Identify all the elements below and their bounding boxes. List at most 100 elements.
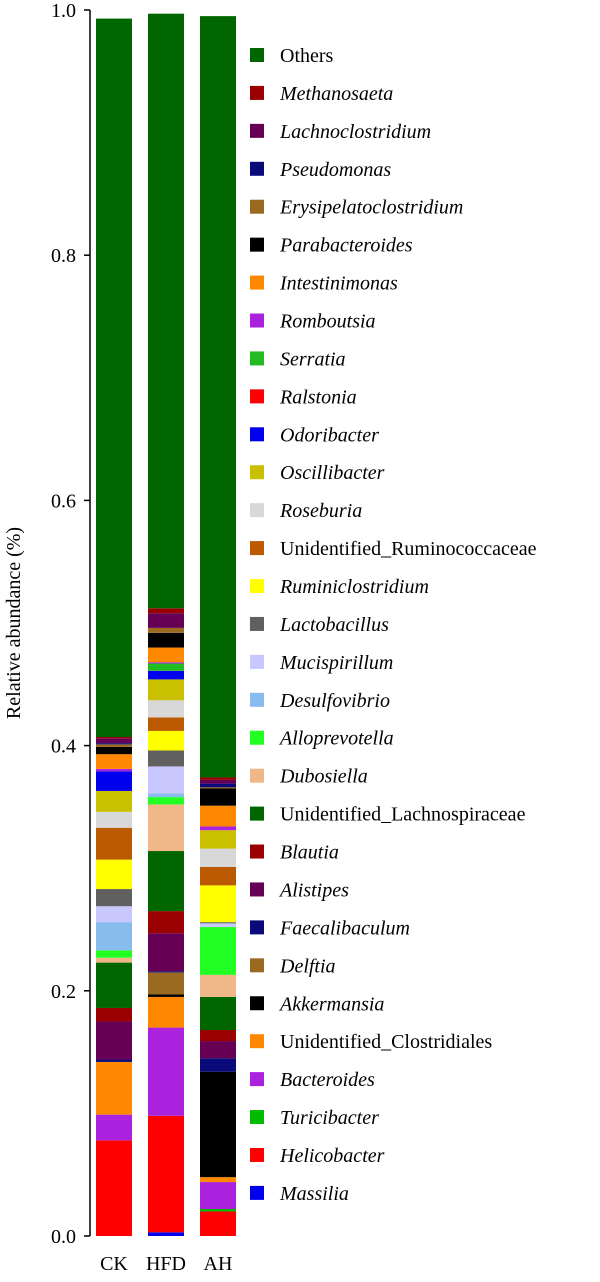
bar-segment-hfd-lactobacillus [148,750,184,767]
legend-swatch [250,427,264,442]
legend-swatch [250,503,264,518]
bar-segment-ck-intestinimonas [96,754,132,769]
legend-label: Ruminiclostridium [279,576,429,598]
bar-segment-ck-mucispirillum [96,906,132,923]
legend-item-ralstonia: Ralstonia [250,386,357,408]
bar-segment-ck-erysipelatoclostridium [96,744,132,747]
bar-segment-ah-ruminiclostridium [200,885,236,923]
legend-item-erysipelatoclostridium: Erysipelatoclostridium [250,197,463,219]
y-tick-label: 0.0 [51,1226,76,1248]
legend-swatch [250,48,264,62]
bar-segment-hfd-romboutsia [148,662,184,664]
legend-label: Unidentified_Ruminococcaceae [280,538,537,560]
bar-segment-hfd-serratia [148,663,184,671]
legend-item-delftia: Delftia [250,955,336,977]
bar-segment-ah-helicobacter [200,1211,236,1236]
legend-item-akkermansia: Akkermansia [250,993,384,1015]
bar-segment-ah-alistipes [200,1041,236,1059]
bar-segment-ah-intestinimonas [200,805,236,827]
bar-segment-ck-roseburia [96,811,132,828]
legend-swatch [250,123,264,138]
legend-swatch [250,654,264,669]
bar-segment-hfd-blautia [148,911,184,934]
bar-segment-ah-akkermansia [200,1071,236,1178]
legend-item-unidentified-lachnospiraceae: Unidentified_Lachnospiraceae [250,804,526,826]
bar-segment-ah-romboutsia [200,826,236,831]
legend-label: Parabacteroides [279,235,413,257]
bar-segment-hfd-erysipelatoclostridium [148,627,184,633]
legend-swatch [250,465,264,480]
legend-label: Desulfovibrio [279,690,390,712]
legend: Others Methanosaeta Lachnoclostridium Pseud… [250,45,537,1205]
legend-label: Alistipes [278,879,349,901]
y-tick-label: 1.0 [51,0,76,22]
bar-segment-ah-parabacteroides [200,788,236,806]
bar-segment-hfd-helicobacter [148,1115,184,1233]
legend-swatch [250,920,264,935]
bar-segment-ck-faecalibaculum [96,1059,132,1062]
y-axis-ticks: 0.0 0.2 0.4 0.6 0.8 1.0 [51,0,90,1248]
bar-segment-ah-methanosaeta [200,777,236,780]
legend-item-others: Others [250,45,334,67]
legend-swatch [250,958,264,973]
legend-swatch [250,844,264,859]
bar-segment-ah-alloprevotella [200,927,236,975]
legend-swatch [250,313,264,328]
legend-item-parabacteroides: Parabacteroides [250,235,413,257]
legend-swatch [250,161,264,176]
bar-segment-ck-lactobacillus [96,889,132,907]
bar-segment-ah-unidentified-ruminococcaceae [200,866,236,886]
bar-segment-ah-turicibacter [200,1209,236,1212]
bar-segment-ah-mucispirillum [200,923,236,928]
legend-item-serratia: Serratia [250,348,346,370]
bar-segment-hfd-ruminiclostridium [148,730,184,751]
legend-label: Intestinimonas [279,273,398,295]
legend-swatch [250,199,264,214]
bar-segment-ck-odoribacter [96,771,132,791]
legend-item-turicibacter: Turicibacter [250,1107,379,1129]
legend-label: Methanosaeta [279,83,393,105]
bar-segment-ah-faecalibaculum [200,1058,236,1072]
legend-item-alistipes: Alistipes [250,879,349,901]
bar-segment-ck-desulfovibrio [96,922,132,951]
bar-segment-ck-alistipes [96,1021,132,1060]
bar-segment-hfd-delftia [148,972,184,995]
bar-segment-ck-romboutsia [96,768,132,772]
legend-label: Massilia [279,1183,349,1205]
legend-item-unidentified-clostridiales: Unidentified_Clostridiales [250,1031,492,1053]
legend-item-roseburia: Roseburia [250,500,362,522]
bar-segment-ah-dubosiella [200,974,236,997]
legend-swatch [250,768,264,783]
legend-label: Others [280,45,334,67]
bar-segment-ck-methanosaeta [96,737,132,739]
legend-swatch [250,389,264,404]
legend-swatch [250,996,264,1011]
bar-segment-hfd-akkermansia [148,994,184,997]
legend-label: Romboutsia [279,311,376,333]
bar-segment-ah-lachnoclostridium [200,779,236,784]
legend-item-faecalibaculum: Faecalibaculum [250,917,410,939]
legend-swatch [250,541,264,556]
x-tick-label-ck: CK [100,1253,128,1275]
bar-segment-hfd-intestinimonas [148,647,184,663]
legend-item-bacteroides: Bacteroides [250,1069,375,1091]
legend-label: Akkermansia [278,993,384,1015]
bars-layer [96,13,236,1236]
bar-segment-ck-helicobacter [96,1140,132,1236]
legend-swatch [250,1110,264,1125]
legend-label: Lachnoclostridium [279,121,431,143]
bar-segment-ah-unidentified-lachnospiraceae [200,996,236,1031]
bar-segment-ck-unidentified-lachnospiraceae [96,962,132,1008]
legend-item-lactobacillus: Lactobacillus [250,614,389,636]
bar-segment-hfd-alistipes [148,933,184,972]
bar-segment-ah-pseudomonas [200,783,236,788]
bar-segment-hfd-unidentified-ruminococcaceae [148,717,184,731]
y-tick-label: 0.6 [51,490,76,512]
legend-label: Unidentified_Lachnospiraceae [280,804,526,826]
legend-label: Pseudomonas [279,159,391,181]
legend-item-unidentified-ruminococcaceae: Unidentified_Ruminococcaceae [250,538,537,560]
legend-label: Turicibacter [280,1107,379,1129]
bar-segment-hfd-bacteroides [148,1027,184,1116]
legend-swatch [250,1034,264,1049]
